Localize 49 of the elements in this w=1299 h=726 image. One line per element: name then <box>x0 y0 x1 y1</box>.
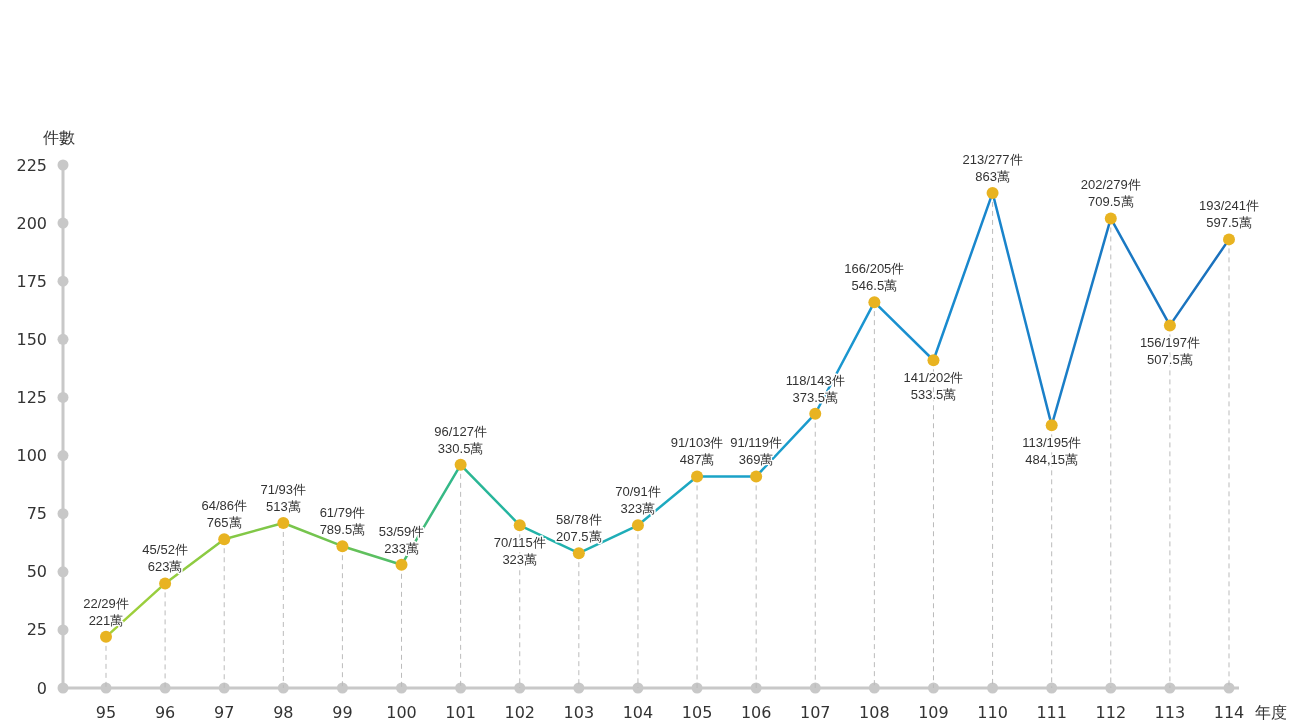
data-label: 22/29件 221萬 <box>83 595 129 628</box>
data-label: 70/115件 323萬 <box>493 535 546 568</box>
y-tick-label: 75 <box>26 504 47 524</box>
x-tick-label: 98 <box>273 703 294 722</box>
data-label: 113/195件 484,15萬 <box>1022 435 1082 468</box>
y-tick-label: 0 <box>36 678 47 698</box>
y-axis-title: 件數 <box>43 128 75 147</box>
data-label: 141/202件 533.5萬 <box>903 370 964 403</box>
x-tick-label: 95 <box>95 703 117 722</box>
x-tick-label: 108 <box>859 703 890 722</box>
x-tick-label: 102 <box>504 703 536 722</box>
y-tick-label: 100 <box>16 446 47 466</box>
data-label: 61/79件 789.5萬 <box>319 505 366 538</box>
data-label: 193/241件 597.5萬 <box>1199 198 1259 231</box>
y-tick-label: 50 <box>26 562 47 582</box>
data-label: 166/205件 546.5萬 <box>844 261 905 294</box>
x-tick-label: 111 <box>1036 703 1067 722</box>
y-tick-label: 25 <box>26 620 47 640</box>
data-label: 156/197件 507.5萬 <box>1139 335 1200 368</box>
x-tick-label: 103 <box>563 703 595 722</box>
data-label: 45/52件 623萬 <box>142 542 188 575</box>
x-tick-label: 109 <box>918 703 949 722</box>
x-tick-label: 105 <box>681 703 713 722</box>
data-label: 70/91件 323萬 <box>615 484 661 517</box>
y-tick-label: 175 <box>16 271 47 291</box>
x-tick-label: 100 <box>386 703 417 722</box>
data-label: 91/103件 487萬 <box>670 435 724 468</box>
x-tick-label: 107 <box>799 703 831 722</box>
x-tick-label: 113 <box>1154 703 1186 722</box>
x-tick-label: 114 <box>1213 703 1245 722</box>
x-axis-title: 年度 <box>1255 703 1287 722</box>
x-tick-label: 101 <box>445 703 476 722</box>
x-tick-label: 96 <box>154 703 176 722</box>
x-tick-label: 104 <box>622 703 654 722</box>
y-tick-label: 200 <box>16 213 47 233</box>
data-label: 64/86件 765萬 <box>201 498 247 531</box>
data-label: 213/277件 863萬 <box>962 151 1023 184</box>
y-tick-label: 150 <box>16 329 47 349</box>
x-tick-label: 112 <box>1095 703 1127 722</box>
x-tick-label: 110 <box>977 703 1008 722</box>
x-tick-label: 97 <box>214 703 235 722</box>
y-tick-label: 125 <box>16 388 47 408</box>
data-label: 58/78件 207.5萬 <box>556 512 602 545</box>
data-label: 96/127件 330.5萬 <box>434 423 488 456</box>
data-label: 202/279件 709.5萬 <box>1080 177 1141 210</box>
x-tick-label: 99 <box>332 703 353 722</box>
data-label: 71/93件 513萬 <box>260 481 307 514</box>
y-tick-label: 225 <box>16 155 47 175</box>
x-tick-label: 106 <box>740 703 772 722</box>
